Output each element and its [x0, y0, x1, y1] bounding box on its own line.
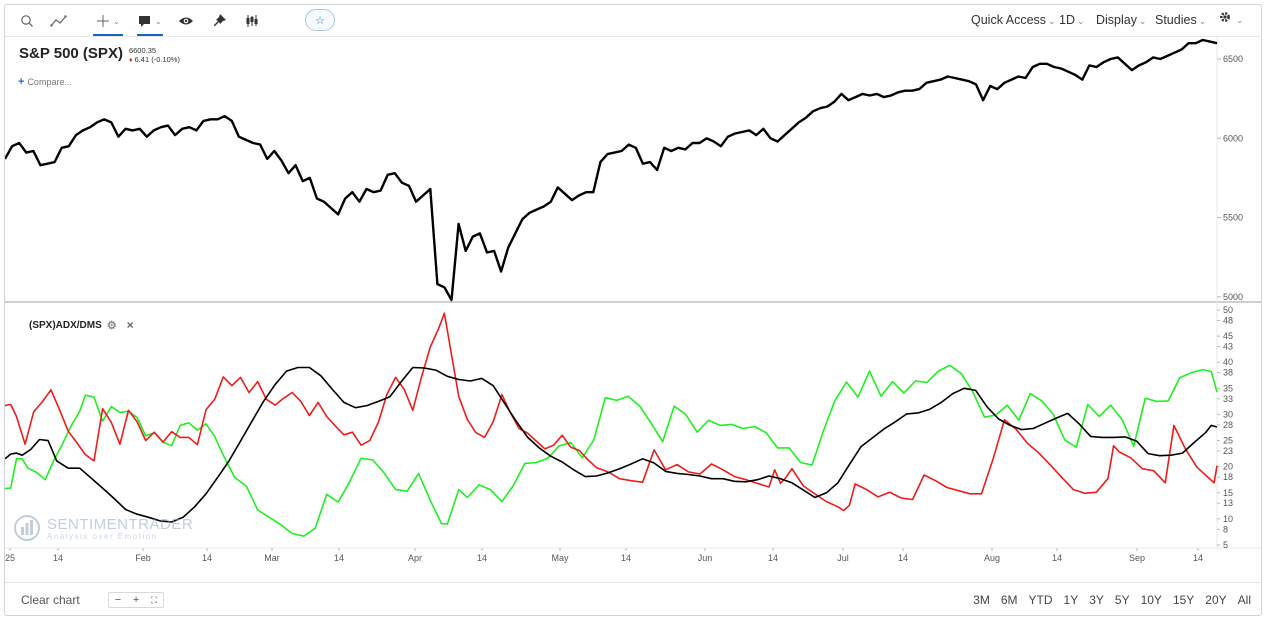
- x-tick-label: 14: [334, 553, 344, 563]
- x-tick-label: 14: [1193, 553, 1203, 563]
- zoom-in-button[interactable]: +: [132, 594, 140, 606]
- range-3m[interactable]: 3M: [973, 593, 990, 607]
- indicator-tick-label: 23: [1223, 446, 1233, 456]
- pin-icon[interactable]: [209, 9, 231, 33]
- price-tick-label: 5000: [1223, 292, 1243, 302]
- indicator-tick-label: 50: [1223, 305, 1233, 315]
- indicator-close-icon[interactable]: ×: [126, 318, 134, 332]
- compare-button[interactable]: + Compare...: [18, 76, 72, 88]
- range-5y[interactable]: 5Y: [1114, 593, 1130, 607]
- x-tick-label: Jul: [837, 553, 849, 563]
- watermark-brand: SENTIMENTRADER: [47, 515, 194, 533]
- watermark-logo-icon: [14, 515, 40, 541]
- clear-chart-button[interactable]: Clear chart: [21, 593, 80, 607]
- price-tick-label: 5500: [1223, 213, 1243, 223]
- indicator-tick-label: 8: [1223, 524, 1228, 534]
- down-arrow-icon: ♦: [128, 57, 133, 64]
- price-tick-label: 6000: [1223, 133, 1243, 143]
- price-change: ♦ 6.41 (-0.10%): [128, 55, 180, 64]
- range-10y[interactable]: 10Y: [1140, 593, 1162, 607]
- indicator-tick-label: 48: [1223, 315, 1233, 325]
- star-icon[interactable]: ☆: [305, 9, 335, 31]
- x-tick-label: 14: [202, 553, 212, 563]
- gear-icon[interactable]: ⌄: [1219, 11, 1244, 26]
- quick-access-menu[interactable]: Quick Access ⌄: [971, 13, 1056, 27]
- x-tick-label: 14: [768, 553, 778, 563]
- indicator-tick-label: 30: [1223, 409, 1233, 419]
- price-tick-label: 6500: [1223, 54, 1243, 64]
- indicator-tick-label: 43: [1223, 342, 1233, 352]
- x-tick-label: 14: [477, 553, 487, 563]
- price-series-line: [5, 38, 1218, 302]
- bottom-bar: Clear chart − + ⛶ 3M 6M YTD 1Y 3Y 5Y 10Y…: [5, 582, 1261, 616]
- indicator-tick-label: 28: [1223, 420, 1233, 430]
- annotation-icon[interactable]: ⌄: [135, 9, 165, 36]
- candlestick-icon[interactable]: [241, 9, 263, 33]
- symbol-header: S&P 500 (SPX) 6600.35 ♦ 6.41 (-0.10%): [19, 45, 180, 65]
- indicator-header: (SPX)ADX/DMS ⚙ ×: [29, 318, 134, 332]
- indicator-tick-label: 5: [1223, 540, 1228, 550]
- x-tick-label: Aug: [984, 553, 1000, 563]
- minus-di-line: [5, 312, 1218, 512]
- x-tick-label: 25: [5, 553, 15, 563]
- x-tick-label: May: [551, 553, 569, 563]
- range-1y[interactable]: 1Y: [1063, 593, 1079, 607]
- x-tick-label: 14: [621, 553, 631, 563]
- chart-frame: ⌄ ⌄ ☆ Quick Access ⌄ 1D ⌄ Display ⌄ Studies…: [4, 4, 1262, 616]
- display-menu[interactable]: Display ⌄: [1096, 13, 1147, 27]
- indicator-tick-label: 40: [1223, 357, 1233, 367]
- indicator-tick-label: 33: [1223, 394, 1233, 404]
- indicator-settings-icon[interactable]: ⚙: [106, 319, 117, 332]
- indicator-tick-label: 10: [1223, 514, 1233, 524]
- search-icon[interactable]: [17, 9, 37, 33]
- indicator-tick-label: 25: [1223, 436, 1233, 446]
- range-20y[interactable]: 20Y: [1205, 593, 1227, 607]
- x-tick-label: 14: [53, 553, 63, 563]
- watermark: SENTIMENTRADER Analysis over Emotion: [13, 514, 193, 542]
- crosshair-icon[interactable]: ⌄: [91, 9, 125, 36]
- x-tick-label: 14: [1052, 553, 1062, 563]
- range-3y[interactable]: 3Y: [1089, 593, 1104, 607]
- x-tick-label: 14: [898, 553, 908, 563]
- indicator-tick-label: 15: [1223, 488, 1233, 498]
- x-tick-label: Feb: [135, 553, 151, 563]
- indicator-tick-label: 45: [1223, 331, 1233, 341]
- range-selector: 3M 6M YTD 1Y 3Y 5Y 10Y 15Y 20Y All: [962, 593, 1251, 607]
- period-menu[interactable]: 1D ⌄: [1059, 13, 1085, 27]
- watermark-tagline: Analysis over Emotion: [47, 531, 158, 541]
- zoom-out-button[interactable]: −: [114, 594, 122, 606]
- indicator-tick-label: 20: [1223, 462, 1233, 472]
- x-tick-label: Mar: [264, 553, 280, 563]
- x-tick-label: Jun: [698, 553, 713, 563]
- range-15y[interactable]: 15Y: [1172, 593, 1195, 607]
- x-tick-label: Apr: [408, 553, 422, 563]
- price-block: 6600.35 ♦ 6.41 (-0.10%): [129, 46, 180, 65]
- indicator-tick-label: 13: [1223, 498, 1233, 508]
- range-6m[interactable]: 6M: [1000, 593, 1018, 607]
- chart-toolbar: ⌄ ⌄ ☆ Quick Access ⌄ 1D ⌄ Display ⌄ Studies…: [5, 5, 1261, 37]
- indicator-tick-label: 35: [1223, 383, 1233, 393]
- range-all[interactable]: All: [1237, 593, 1251, 607]
- zoom-fit-button[interactable]: ⛶: [150, 595, 158, 605]
- last-price: 6600.35: [128, 46, 157, 55]
- draw-trend-icon[interactable]: [47, 9, 71, 33]
- chart-title: S&P 500 (SPX): [19, 45, 123, 62]
- plus-icon: +: [18, 76, 25, 88]
- indicator-label: (SPX)ADX/DMS: [29, 319, 102, 331]
- favorite-star: ☆: [315, 14, 325, 27]
- x-tick-label: Sep: [1129, 553, 1145, 563]
- range-ytd[interactable]: YTD: [1028, 593, 1053, 607]
- adx-line: [5, 366, 1218, 523]
- studies-menu[interactable]: Studies ⌄: [1155, 13, 1207, 27]
- eye-icon[interactable]: [175, 9, 197, 33]
- indicator-tick-label: 38: [1223, 368, 1233, 378]
- indicator-tick-label: 18: [1223, 472, 1233, 482]
- zoom-control: − + ⛶: [108, 592, 164, 608]
